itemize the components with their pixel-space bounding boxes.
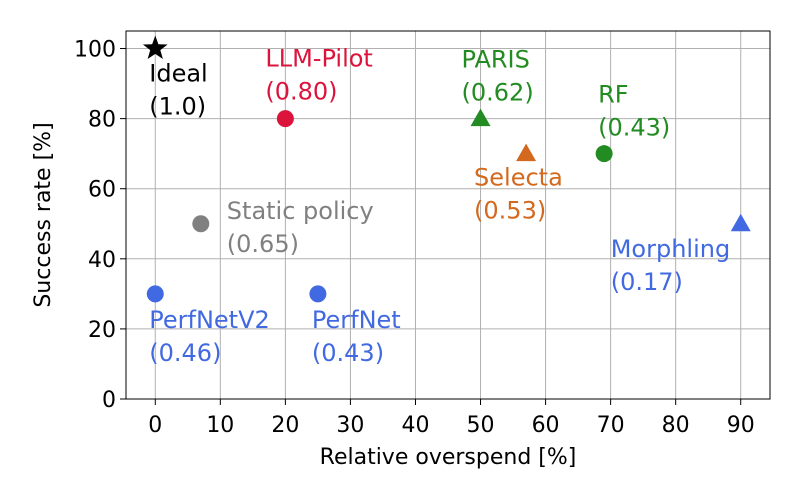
x-tick-label: 40 (401, 413, 429, 438)
point-ideal (142, 35, 168, 60)
point-score-label: (1.0) (149, 93, 206, 121)
tick-labels: 0 10 20 30 40 50 60 70 80 90 0 20 40 60 80 100 (74, 38, 755, 438)
x-tick-label: 50 (467, 413, 495, 438)
y-tick-label: 100 (74, 38, 116, 63)
label-llm-pilot: LLM-Pilot (0.80) (265, 45, 372, 106)
point-score-label: (0.43) (598, 114, 670, 142)
plot-frame (125, 30, 771, 400)
label-perfnetv2: PerfNetV2 (0.46) (149, 306, 270, 367)
y-tick-label: 60 (88, 178, 116, 203)
point-name-label: Ideal (149, 60, 207, 88)
point-static-policy (192, 215, 210, 233)
point-selecta (516, 143, 537, 162)
point-score-label: (0.17) (611, 268, 683, 296)
point-score-label: (0.46) (149, 339, 221, 367)
point-morphling (730, 213, 751, 232)
point-llm-pilot (276, 110, 294, 128)
y-tick-label: 20 (88, 318, 116, 343)
x-tick-label: 60 (532, 413, 560, 438)
label-rf: RF (0.43) (598, 81, 670, 142)
label-selecta: Selecta (0.53) (474, 164, 563, 225)
x-tick-label: 20 (271, 413, 299, 438)
point-paris (470, 108, 491, 127)
label-morphling: Morphling (0.17) (611, 235, 730, 296)
point-name-label: LLM-Pilot (265, 45, 372, 73)
point-labels: Ideal (1.0) LLM-Pilot (0.80) PARIS (0.62) RF (0… (149, 45, 730, 367)
point-score-label: (0.80) (265, 78, 337, 106)
x-tick-label: 70 (597, 413, 625, 438)
point-name-label: PerfNet (312, 306, 401, 334)
point-score-label: (0.65) (227, 230, 299, 258)
x-axis-label: Relative overspend [%] (320, 445, 577, 470)
x-tick-label: 80 (662, 413, 690, 438)
x-tick-label: 0 (148, 413, 162, 438)
point-perfnetv2 (146, 285, 164, 303)
y-tick-label: 0 (102, 388, 116, 413)
point-rf (595, 145, 613, 163)
label-ideal: Ideal (1.0) (149, 60, 207, 121)
point-score-label: (0.62) (462, 79, 534, 107)
point-score-label: (0.53) (474, 197, 546, 225)
point-perfnet (309, 285, 327, 303)
label-static-policy: Static policy (0.65) (227, 197, 374, 258)
point-name-label: Static policy (227, 197, 374, 225)
label-paris: PARIS (0.62) (462, 46, 534, 107)
point-name-label: PerfNetV2 (149, 306, 270, 334)
grid (126, 31, 770, 400)
point-name-label: PARIS (462, 46, 530, 74)
point-name-label: Selecta (474, 164, 563, 192)
point-name-label: RF (598, 81, 628, 109)
x-tick-label: 90 (727, 413, 755, 438)
x-tick-label: 10 (206, 413, 234, 438)
point-name-label: Morphling (611, 235, 730, 263)
x-tick-label: 30 (336, 413, 364, 438)
y-axis-label: Success rate [%] (31, 122, 56, 307)
y-tick-label: 40 (88, 248, 116, 273)
label-perfnet: PerfNet (0.43) (312, 306, 401, 367)
data-points (142, 35, 751, 303)
y-tick-label: 80 (88, 108, 116, 133)
point-score-label: (0.43) (312, 339, 384, 367)
